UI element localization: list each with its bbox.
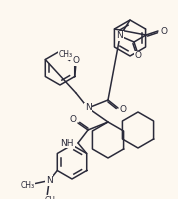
Text: O: O (72, 56, 79, 65)
Text: O: O (119, 105, 127, 114)
Text: CH₃: CH₃ (59, 50, 73, 59)
Text: CH₃: CH₃ (44, 196, 58, 199)
Text: N: N (117, 31, 123, 41)
Text: CH₃: CH₃ (20, 181, 34, 190)
Text: O: O (69, 115, 77, 125)
Text: NH: NH (61, 139, 74, 147)
Text: N: N (46, 176, 53, 185)
Text: N: N (85, 103, 91, 112)
Text: O: O (161, 26, 167, 35)
Text: O: O (135, 52, 142, 60)
